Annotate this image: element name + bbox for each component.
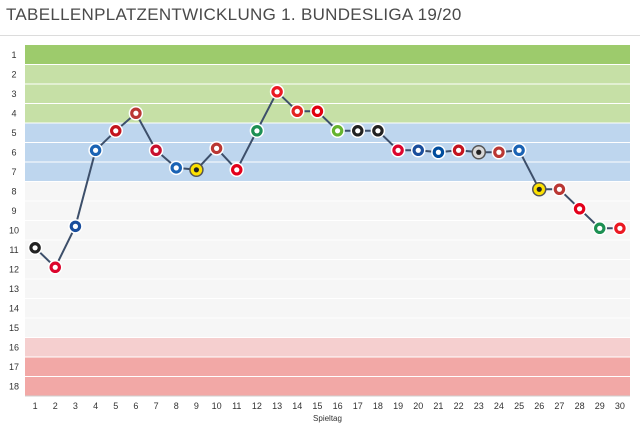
y-tick-label: 8 [11,186,16,196]
chart-title: TABELLENPLATZENTWICKLUNG 1. BUNDESLIGA 1… [6,5,462,24]
x-tick-label: 25 [514,401,524,411]
zone-band-2 [25,64,630,123]
y-tick-label: 13 [9,284,19,294]
x-tick-label: 7 [154,401,159,411]
leverkusen-crest [290,104,305,119]
bremen-crest [249,123,265,139]
x-tick-label: 28 [575,401,585,411]
x-tick-label: 27 [554,401,564,411]
y-tick-label: 5 [11,128,16,138]
x-tick-label: 6 [133,401,138,411]
y-tick-label: 7 [11,167,16,177]
hoffenheim-crest [511,143,527,158]
bvb-crest [532,182,547,197]
x-tick-label: 12 [252,401,262,411]
hoffenheim-crest [169,160,184,176]
x-tick-label: 16 [333,401,343,411]
x-tick-label: 4 [93,401,98,411]
y-tick-label: 12 [9,264,19,274]
zone-band-1 [25,45,630,65]
y-tick-label: 1 [11,50,16,60]
paderborn-crest [471,145,486,160]
union-crest [269,84,285,100]
hoffenheim-crest [88,143,103,158]
x-tick-label: 1 [33,401,38,411]
frankfurt-crest [310,104,325,119]
freiburg-crest [350,123,365,139]
x-tick-label: 10 [212,401,222,411]
union-crest [612,221,628,236]
x-tick-label: 11 [232,401,241,411]
gladbach-crest [370,123,386,139]
augsburg-crest [491,145,507,160]
x-axis-ticks: 1 2 3 4 5 6 7 8 9 10 11 12 13 14 15 16 17 18 19 20 21 22 23 24 2… [33,401,625,411]
black-white-crest [27,240,43,256]
x-tick-label: 18 [373,401,383,411]
schalke-crest [431,145,446,160]
x-tick-label: 30 [615,401,625,411]
bvb-crest [189,162,204,178]
koeln-crest [148,143,164,158]
x-tick-label: 21 [433,401,443,411]
y-tick-label: 10 [9,225,19,235]
y-tick-label: 14 [9,303,19,313]
x-tick-label: 26 [534,401,544,411]
duesseldorf-crest [229,162,244,178]
x-axis-label: Spieltag [313,414,342,423]
hertha-crest [411,143,426,158]
x-tick-label: 8 [174,401,179,411]
title-divider [0,35,640,36]
y-tick-label: 17 [9,362,19,372]
x-tick-label: 23 [474,401,484,411]
y-tick-label: 9 [11,206,16,216]
wolfsburg-crest [330,123,345,139]
y-tick-label: 3 [11,89,16,99]
x-tick-label: 20 [413,401,423,411]
y-tick-label: 18 [9,381,19,391]
x-tick-label: 14 [292,401,302,411]
y-tick-label: 15 [9,323,19,333]
fcb-crest [390,143,406,158]
duesseldorf-crest [572,201,587,217]
x-tick-label: 13 [272,401,282,411]
grid-lines [25,64,630,397]
hertha-crest [68,219,83,234]
x-tick-label: 19 [393,401,403,411]
x-tick-label: 9 [194,401,199,411]
club-markers [27,84,628,275]
x-tick-label: 15 [312,401,322,411]
x-tick-label: 5 [113,401,118,411]
mainz-crest [108,123,123,139]
y-tick-label: 4 [11,108,16,118]
y-tick-label: 16 [9,342,19,352]
y-tick-label: 11 [9,245,18,255]
bremen-crest [592,221,607,236]
augsburg-crest [128,106,144,121]
x-tick-label: 29 [595,401,605,411]
fcb-crest [48,260,63,275]
augsburg-crest [209,141,224,156]
mainz-crest [451,143,466,158]
x-tick-label: 3 [73,401,78,411]
zone-band-5 [25,337,630,357]
x-tick-label: 17 [353,401,363,411]
y-tick-label: 2 [11,69,16,79]
x-tick-label: 22 [454,401,464,411]
x-tick-label: 2 [53,401,58,411]
augsburg-crest [552,182,567,197]
x-tick-label: 24 [494,401,504,411]
y-tick-label: 6 [11,147,16,157]
